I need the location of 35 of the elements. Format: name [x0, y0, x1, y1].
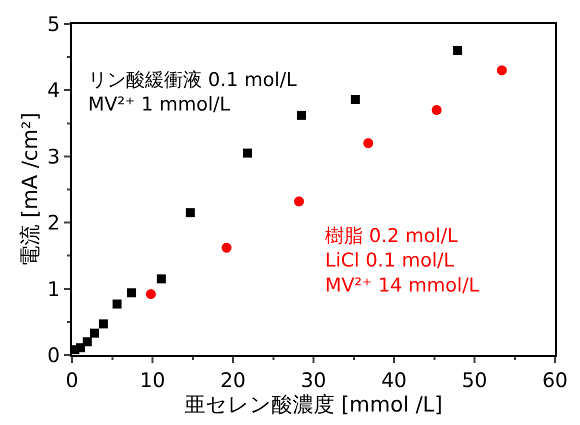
point [496, 65, 507, 76]
x-axis-title: 亜セレン酸濃度 [mmol /L] [184, 392, 443, 417]
point [363, 138, 374, 148]
annotation: 樹脂 0.2 mol/L LiCl 0.1 mol/L MV²⁺ 14 mmol/L [325, 225, 480, 296]
x-tick-label: 60 [542, 368, 568, 392]
point [76, 343, 86, 352]
point [222, 242, 232, 253]
annotation: リン酸緩衝液 0.1 mol/L MV²⁺ 1 mmol/L [88, 69, 298, 116]
x-tick-label: 50 [462, 368, 488, 392]
point [350, 94, 360, 104]
x-tick-label: 0 [66, 368, 78, 392]
y-tick-label: 3 [47, 144, 60, 168]
point [82, 337, 92, 346]
point [242, 148, 252, 158]
point [112, 300, 122, 309]
point [90, 328, 100, 338]
x-tick-label: 10 [140, 368, 166, 392]
point [156, 274, 166, 284]
y-tick-label: 1 [47, 276, 60, 301]
point [146, 289, 156, 300]
x-tick-label: 40 [381, 368, 407, 392]
point [186, 208, 195, 218]
x-tick-label: 20 [220, 368, 246, 392]
point [296, 110, 306, 120]
point [98, 319, 108, 328]
y-tick-label: 5 [47, 12, 60, 36]
point [453, 46, 462, 55]
y-tick-label: 0 [47, 343, 60, 367]
y-tick-label: 4 [47, 78, 60, 102]
x-tick-label: 30 [300, 368, 326, 392]
point [127, 288, 136, 298]
y-axis-title: 電流 [mA /cm²] [18, 112, 42, 267]
y-tick-label: 2 [47, 210, 60, 235]
point [294, 196, 304, 206]
point [432, 105, 442, 116]
